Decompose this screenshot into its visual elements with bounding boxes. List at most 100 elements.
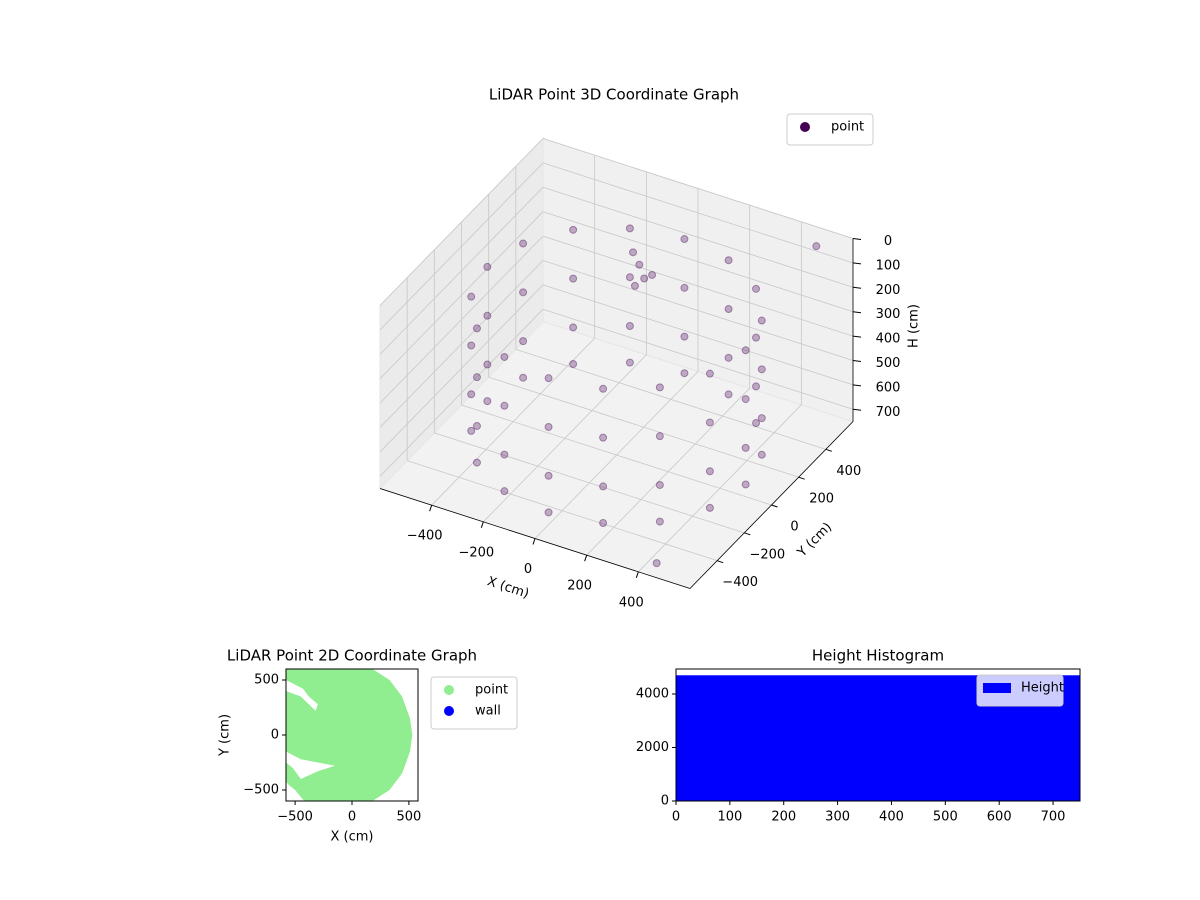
point <box>599 384 608 393</box>
point <box>467 292 476 301</box>
point <box>757 316 766 325</box>
y-tick-label: 0 <box>661 794 669 809</box>
z-axis-label: H (cm) <box>907 304 922 348</box>
y-tick-label: 2000 <box>636 740 669 755</box>
chart-title: LiDAR Point 3D Coordinate Graph <box>489 86 739 104</box>
point <box>648 270 657 279</box>
x-tick-label: −500 <box>277 810 313 825</box>
point <box>655 383 664 392</box>
legend-marker <box>800 122 810 132</box>
point <box>705 503 714 512</box>
legend-marker <box>444 685 454 695</box>
point <box>519 337 528 346</box>
axis-line <box>689 421 854 589</box>
point <box>483 311 492 320</box>
y-tick <box>771 504 778 508</box>
grid-line <box>542 186 854 288</box>
x-tick-label: −200 <box>458 545 494 560</box>
grid-line <box>379 138 544 306</box>
point <box>544 422 553 431</box>
point <box>472 458 481 467</box>
point <box>599 433 608 442</box>
point-region <box>286 669 413 801</box>
z-tick-label: 0 <box>884 234 892 249</box>
point <box>724 390 733 399</box>
z-tick <box>852 384 862 387</box>
point <box>569 360 578 369</box>
point <box>500 450 509 459</box>
point <box>655 517 664 526</box>
z-tick <box>852 311 862 314</box>
grid-line <box>379 235 544 404</box>
point <box>655 432 664 441</box>
y-tick-label: 500 <box>254 673 279 688</box>
z-tick <box>852 360 862 362</box>
grid-line <box>379 260 544 428</box>
z-tick-label: 500 <box>876 356 901 371</box>
point <box>500 401 509 410</box>
legend-marker <box>444 706 454 716</box>
grid-line <box>542 138 854 239</box>
point <box>483 360 492 369</box>
z-tick <box>852 262 862 265</box>
y-axis-label: Y (cm) <box>218 714 233 757</box>
axes-frame <box>675 668 1081 802</box>
x-tick <box>480 521 484 528</box>
z-tick <box>852 335 862 338</box>
y-tick <box>798 476 805 480</box>
grid-line <box>515 348 826 450</box>
point <box>655 480 664 489</box>
x-axis-label: X (cm) <box>331 830 374 845</box>
y-tick-label: 200 <box>809 492 834 507</box>
x-tick <box>429 505 433 512</box>
point <box>724 256 733 265</box>
x-tick-label: 200 <box>567 579 592 594</box>
legend-marker <box>983 683 1011 693</box>
point <box>757 365 766 374</box>
point <box>472 373 481 382</box>
x-tick-label: 600 <box>987 810 1012 825</box>
grid-line <box>542 235 854 337</box>
grid-line <box>407 460 718 562</box>
x-tick-label: 400 <box>879 810 904 825</box>
chart-title: LiDAR Point 2D Coordinate Graph <box>227 647 477 665</box>
point <box>724 353 733 362</box>
y-tick <box>825 448 832 452</box>
legend-label: point <box>831 120 864 135</box>
point <box>500 352 509 361</box>
y-tick-label: 400 <box>836 464 861 479</box>
point <box>569 225 578 234</box>
x-tick-label: 200 <box>771 810 796 825</box>
y-tick <box>717 560 724 564</box>
legend-label: wall <box>475 704 501 719</box>
grid-line <box>379 162 544 331</box>
grid-line <box>488 376 799 478</box>
point <box>752 382 761 391</box>
legend-label: Height <box>1021 681 1064 696</box>
x-tick-label: 400 <box>619 595 644 610</box>
grid-line <box>542 260 854 361</box>
x-tick-label: 0 <box>348 810 356 825</box>
grid-line <box>434 432 745 534</box>
grid-line <box>542 284 854 386</box>
z-tick <box>852 286 862 289</box>
y-tick-label: −200 <box>749 547 785 562</box>
point <box>472 421 481 430</box>
x-tick <box>532 538 536 545</box>
point <box>544 374 553 383</box>
grid-line <box>542 162 854 264</box>
point <box>705 467 714 476</box>
y-tick <box>744 532 751 536</box>
point <box>467 341 476 350</box>
grid-line <box>379 309 544 477</box>
point <box>705 369 714 378</box>
point <box>705 418 714 427</box>
y-axis-label: Y (cm) <box>794 520 835 561</box>
y-tick-label: −400 <box>722 575 758 590</box>
z-tick-label: 400 <box>876 332 901 347</box>
z-tick-label: 300 <box>876 307 901 322</box>
point <box>467 426 476 435</box>
point <box>519 288 528 297</box>
x-tick-label: 300 <box>825 810 850 825</box>
z-tick <box>852 408 862 411</box>
